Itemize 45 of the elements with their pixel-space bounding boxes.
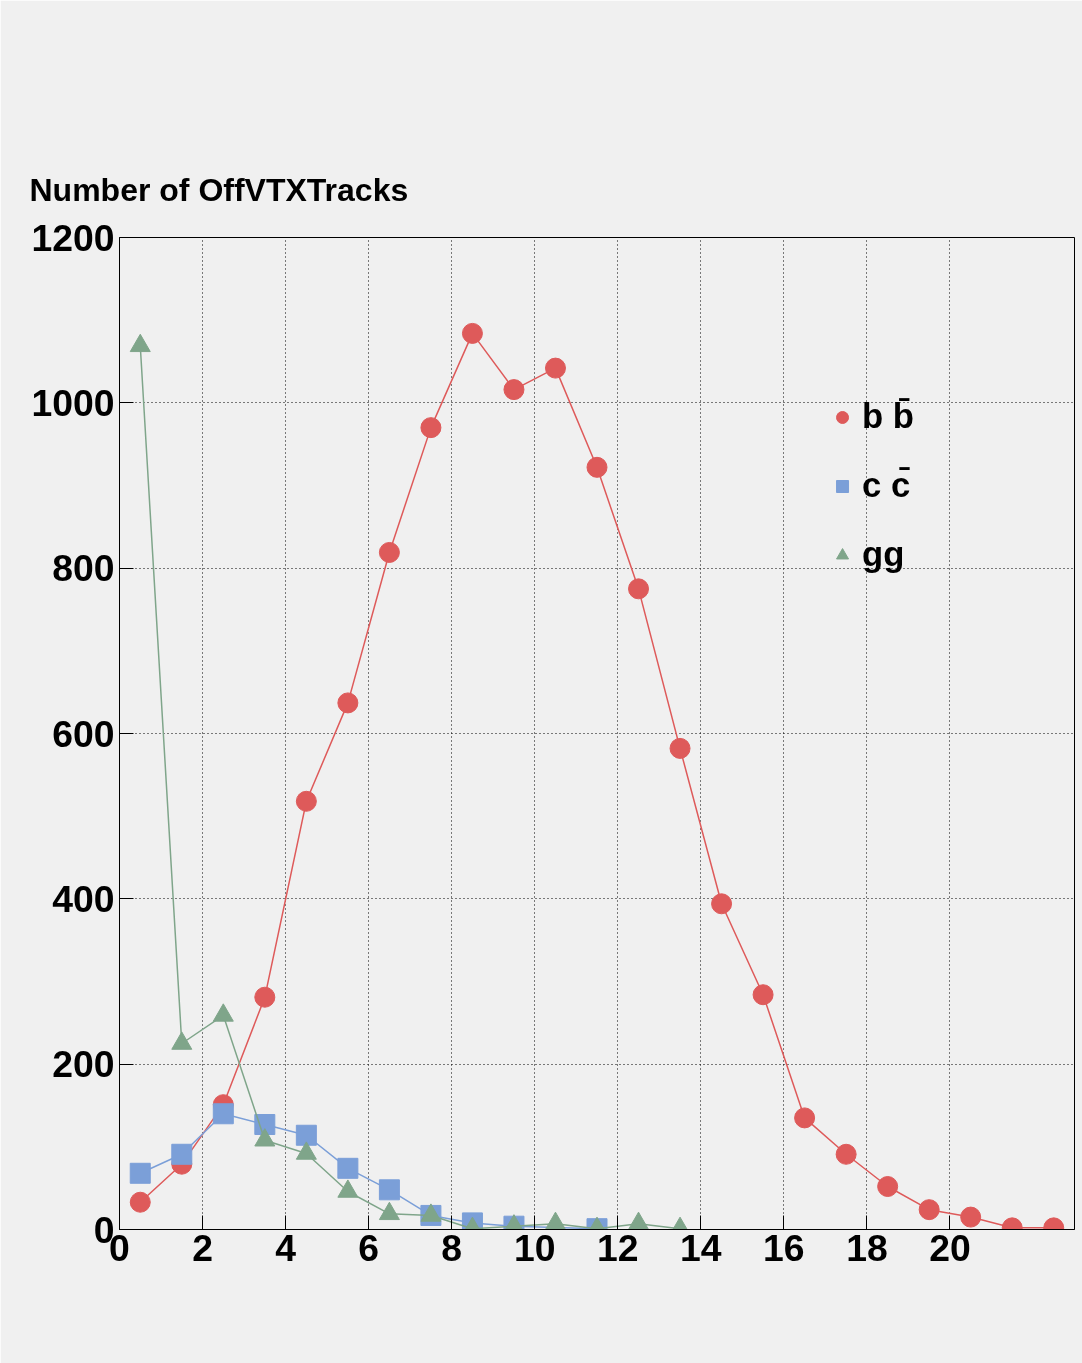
point xyxy=(378,541,400,563)
x-tick-label: 6 xyxy=(358,1226,380,1269)
point xyxy=(628,578,650,600)
legend-label: c c̄ xyxy=(862,466,911,505)
y-tick-label: 200 xyxy=(52,1043,115,1086)
x-tick-label: 8 xyxy=(441,1226,463,1269)
y-tick-label: 600 xyxy=(52,712,115,755)
legend-label: b b̄ xyxy=(862,397,914,436)
x-tick-label: 2 xyxy=(192,1226,213,1269)
point xyxy=(295,790,317,812)
x-tick-label: 16 xyxy=(763,1226,805,1269)
point xyxy=(544,357,566,379)
point xyxy=(254,986,276,1008)
point xyxy=(669,737,691,759)
point xyxy=(420,417,442,439)
point xyxy=(918,1199,940,1221)
point xyxy=(752,984,774,1006)
point xyxy=(877,1176,899,1197)
point xyxy=(794,1107,816,1129)
y-tick-label: 1000 xyxy=(31,381,115,424)
point xyxy=(212,1103,234,1125)
y-tick-label: 800 xyxy=(52,547,115,590)
point xyxy=(295,1124,317,1146)
x-tick-label: 10 xyxy=(513,1226,556,1269)
point xyxy=(835,1143,857,1165)
y-tick-label: 400 xyxy=(52,877,115,920)
point xyxy=(337,692,359,714)
legend-label: gg xyxy=(862,535,905,574)
point xyxy=(461,322,483,344)
point xyxy=(129,1162,151,1184)
x-tick-label: 18 xyxy=(846,1226,888,1269)
point xyxy=(171,1143,193,1165)
point xyxy=(503,379,525,401)
x-tick-label: 20 xyxy=(929,1226,971,1269)
x-tick-label: 14 xyxy=(680,1226,722,1269)
y-tick-label: 1200 xyxy=(31,216,115,259)
point xyxy=(337,1157,359,1179)
point xyxy=(129,1191,151,1213)
point xyxy=(960,1206,982,1228)
chart-title: Number of OffVTXTracks xyxy=(29,171,409,208)
point xyxy=(586,456,608,478)
point xyxy=(711,893,733,915)
x-tick-label: 12 xyxy=(597,1226,639,1269)
point xyxy=(378,1179,400,1201)
x-tick-label: 4 xyxy=(275,1226,297,1269)
